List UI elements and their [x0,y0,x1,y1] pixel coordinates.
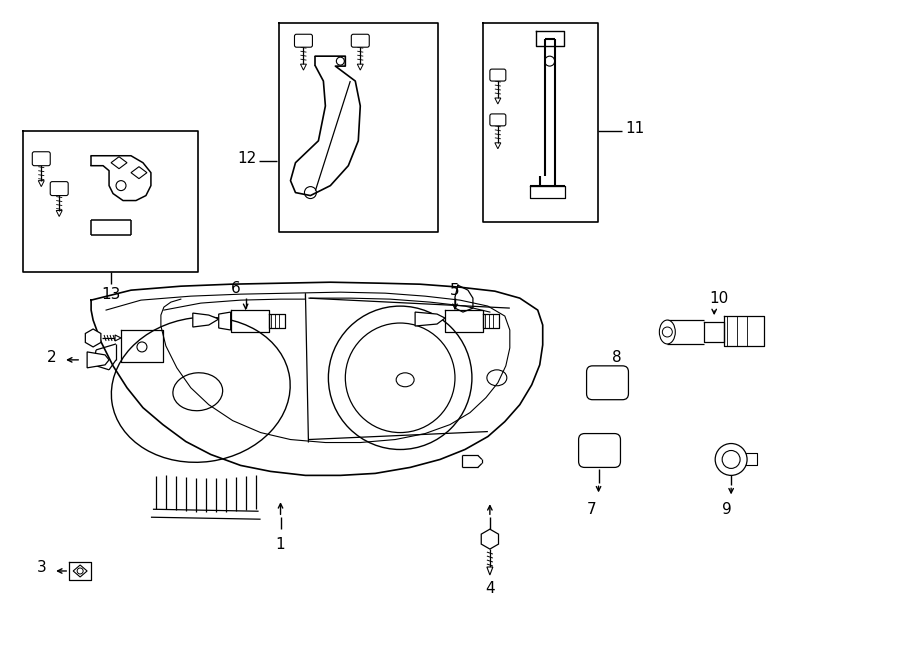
Polygon shape [73,565,87,577]
Polygon shape [131,167,147,178]
Text: 3: 3 [36,559,46,574]
Text: 1: 1 [275,537,285,551]
Text: 12: 12 [237,151,256,166]
FancyBboxPatch shape [351,34,369,47]
Text: 7: 7 [587,502,597,517]
Polygon shape [193,313,219,327]
FancyBboxPatch shape [490,69,506,81]
Polygon shape [487,567,493,575]
Polygon shape [39,180,44,186]
Polygon shape [357,64,364,70]
FancyBboxPatch shape [294,34,312,47]
FancyBboxPatch shape [32,152,50,166]
Polygon shape [56,210,62,217]
Polygon shape [115,335,121,341]
FancyBboxPatch shape [587,366,628,400]
Text: 4: 4 [485,582,495,596]
Polygon shape [415,312,445,326]
Polygon shape [495,143,500,149]
Polygon shape [482,529,499,549]
Ellipse shape [660,320,675,344]
Text: 9: 9 [723,502,732,517]
Text: 2: 2 [47,350,56,366]
Circle shape [716,444,747,475]
Polygon shape [495,98,500,104]
FancyBboxPatch shape [579,434,620,467]
Text: 6: 6 [230,281,240,295]
Polygon shape [301,64,306,70]
Polygon shape [219,312,230,330]
Polygon shape [86,329,101,347]
Text: 13: 13 [101,287,121,301]
Polygon shape [111,157,127,169]
Text: 10: 10 [709,291,729,305]
Text: 5: 5 [450,283,460,297]
Text: 11: 11 [626,122,645,136]
Text: 8: 8 [612,350,621,366]
FancyBboxPatch shape [490,114,506,126]
Polygon shape [87,352,109,368]
FancyBboxPatch shape [50,182,68,196]
